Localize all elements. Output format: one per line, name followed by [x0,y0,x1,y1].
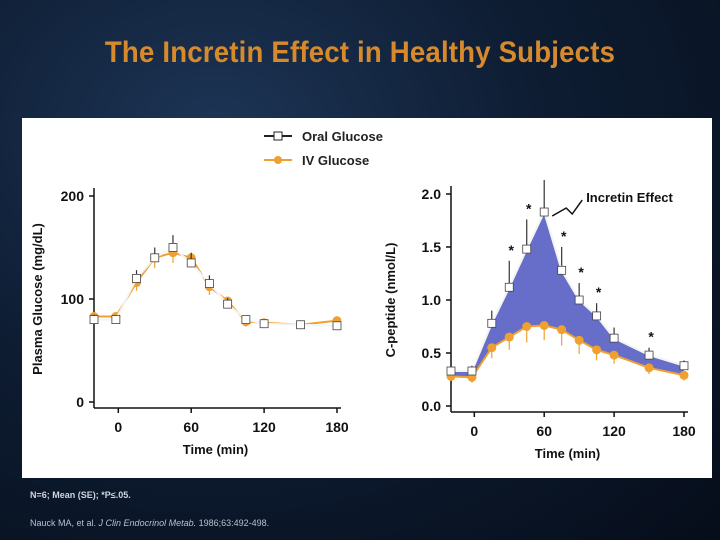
significance-marker: * [526,200,532,216]
c-peptide-chart: 0.0 0.5 1.0 1.5 2.0 0 60 120 180 Time (min) C-pept… [383,180,696,461]
oral-data-point [557,265,567,275]
annotation-label: Incretin Effect [586,190,673,205]
iv-data-point [557,325,567,335]
citation-journal: J Clin Endocrinol Metab. [98,518,197,528]
iv-data-point [679,370,689,380]
y-tick-label: 2.0 [422,186,442,202]
significance-marker: * [561,228,567,244]
citation: Nauck MA, et al. J Clin Endocrinol Metab… [30,518,269,528]
oral-data-point [332,321,342,331]
oral-data-point [168,243,178,252]
y-axis-label: C-peptide (nmol/L) [383,243,398,358]
x-axis-label: Time (min) [183,442,249,457]
oral-data-point [539,207,549,217]
oral-data-point [89,315,99,325]
legend-item-oral: Oral Glucose [262,124,383,148]
y-tick-label: 0 [76,394,84,410]
x-tick-label: 180 [325,419,349,435]
oral-data-point [487,318,497,328]
oral-data-point [446,366,456,376]
significance-marker: * [648,329,654,345]
significance-marker: * [596,284,602,300]
iv-data-point [592,345,602,355]
legend-oral-marker [264,131,292,141]
page-title: The Incretin Effect in Healthy Subjects [104,36,616,69]
x-tick-label: 0 [470,423,478,439]
iv-data-point [504,332,514,342]
oral-data-point [186,258,196,268]
y-tick-label: 1.5 [422,239,442,255]
significance-marker: * [578,264,584,280]
oral-series-line [451,209,685,373]
oral-data-point [132,274,141,283]
oral-data-point [592,311,602,321]
oral-data-point [504,282,514,292]
legend-item-iv: IV Glucose [262,148,383,172]
oral-data-point [296,320,305,330]
y-tick-label: 0.0 [422,398,442,414]
oral-data-point [679,361,689,371]
oral-data-point [609,333,619,343]
y-tick-label: 100 [61,291,85,307]
oral-data-point [150,253,160,263]
oral-data-point [223,299,233,309]
x-tick-label: 0 [114,419,122,435]
oral-series-line [94,246,338,327]
legend-label-iv: IV Glucose [302,152,370,168]
significance-marker: * [509,242,515,258]
legend-label-oral: Oral Glucose [302,128,383,144]
oral-data-point [111,315,121,325]
iv-data-point [487,343,497,353]
footnote: N=6; Mean (SE); *P≤.05. [30,490,131,500]
oral-data-point [644,350,654,360]
y-tick-label: 200 [61,188,85,204]
iv-data-point [539,320,549,330]
x-tick-label: 60 [536,423,552,439]
oral-data-point [522,244,532,254]
iv-data-point [522,322,532,331]
glucose-chart: 0 100 200 0 60 120 180 Time (min) Plasma Glucose… [30,188,349,457]
x-axis-label: Time (min) [535,446,601,461]
x-tick-label: 60 [183,419,199,435]
iv-data-point [644,363,654,373]
x-tick-label: 120 [252,419,276,435]
iv-data-point [574,335,584,345]
oral-data-point [259,319,269,329]
oral-data-point [467,366,477,376]
y-axis-label: Plasma Glucose (mg/dL) [30,223,45,375]
citation-authors: Nauck MA, et al. [30,518,97,528]
oral-data-point [574,295,584,305]
y-tick-label: 0.5 [422,345,442,361]
x-tick-label: 180 [672,423,696,439]
y-tick-label: 1.0 [422,292,442,308]
oral-data-point [205,279,214,288]
oral-data-point [241,315,251,325]
legend-iv-marker [264,156,292,164]
iv-series-line [450,324,685,379]
iv-data-point [609,350,619,360]
annotation-pointer [551,199,583,217]
x-tick-label: 120 [602,423,626,439]
citation-details: 1986;63:492-498. [198,518,270,528]
chart-panel [22,118,712,478]
chart-legend: Oral Glucose IV Glucose [262,124,383,172]
